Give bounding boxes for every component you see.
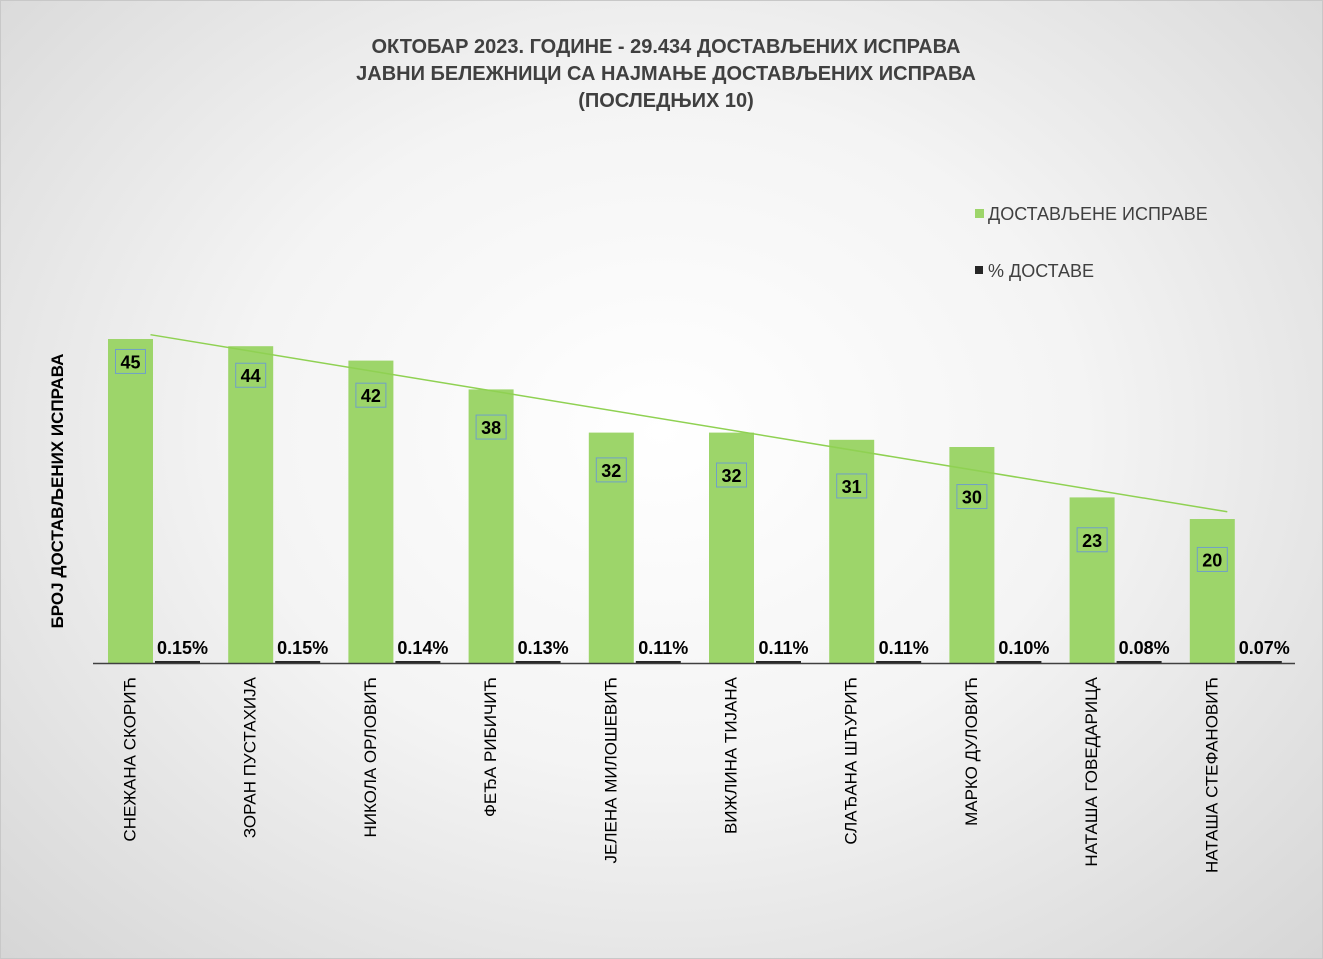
percent-bar (635, 661, 681, 663)
percent-label: 0.08% (1119, 638, 1170, 658)
bar-value-label: 30 (962, 488, 982, 508)
legend-swatch-delivered (975, 209, 984, 218)
bar-value-label-box (956, 484, 988, 510)
trendline (150, 333, 1228, 513)
bar (1189, 519, 1235, 663)
chart-title-line-2: ЈАВНИ БЕЛЕЖНИЦИ СА НАЈМАЊЕ ДОСТАВЉЕНИХ И… (356, 63, 976, 85)
legend-label-percent: % ДОСТАВЕ (988, 261, 1094, 281)
legend-swatch-percent (975, 266, 983, 274)
bar (949, 447, 995, 663)
bar-value-label: 45 (120, 352, 140, 372)
percent-bar (1116, 661, 1162, 663)
bar-value-label: 32 (721, 466, 741, 486)
plot-area: 45 0.15% СНЕЖАНА СКОРИЋ 44 0.15% ЗОРАН ПУСТАХ… (93, 333, 1295, 873)
percent-bar (395, 661, 441, 663)
x-tick-label: НИКОЛА ОРЛОВИЋ (361, 677, 380, 838)
percent-label: 0.15% (157, 638, 208, 658)
x-tick-label: ВИЖЛИНА ТИЈАНА (722, 676, 741, 834)
bar-value-label: 38 (481, 418, 501, 438)
bar-value-label-box (1076, 527, 1108, 553)
percent-bar (275, 661, 321, 663)
percent-label: 0.13% (518, 638, 569, 658)
bar-value-label-box (595, 457, 627, 483)
percent-bar (155, 661, 200, 663)
percent-label: 0.14% (397, 638, 448, 658)
x-tick-label: СНЕЖАНА СКОРИЋ (121, 677, 140, 842)
percent-label: 0.10% (998, 638, 1049, 658)
bar-value-label: 32 (601, 461, 621, 481)
bar-value-label: 31 (842, 477, 862, 497)
percent-label: 0.15% (277, 638, 328, 658)
bar-value-label-box (235, 362, 267, 388)
chart-title-line-3: (ПОСЛЕДЊИХ 10) (578, 90, 754, 112)
x-tick-label: ЈЕЛЕНА МИЛОШЕВИЋ (601, 677, 620, 863)
bar-value-label-box (836, 473, 868, 499)
bar (228, 346, 274, 663)
bar (108, 339, 153, 663)
percent-label: 0.11% (638, 638, 688, 658)
bar (348, 360, 394, 663)
x-tick-label: ФЕЂА РИБИЧИЋ (481, 677, 500, 817)
x-tick-label: СЛАЂАНА ШЋУРИЋ (842, 677, 861, 845)
percent-bar (1236, 661, 1282, 663)
percent-bar (876, 661, 922, 663)
bar-value-label: 42 (361, 386, 381, 406)
bar-value-label: 20 (1202, 550, 1222, 570)
percent-label: 0.11% (758, 638, 808, 658)
percent-bar (996, 661, 1042, 663)
bar-value-label-box (355, 382, 387, 408)
bar-value-label-box (716, 462, 747, 488)
bar (1069, 497, 1115, 663)
chart-title-line-1: ОКТОБАР 2023. ГОДИНЕ - 29.434 ДОСТАВЉЕНИ… (371, 36, 960, 58)
bar-value-label-box (115, 348, 146, 374)
bar-value-label-box (475, 414, 507, 440)
x-tick-label: ЗОРАН ПУСТАХИЈА (241, 676, 260, 838)
y-axis-label: БРОЈ ДОСТАВЉЕНИХ ИСПРАВА (48, 354, 67, 629)
percent-label: 0.11% (879, 638, 929, 658)
bar-value-label: 23 (1082, 531, 1102, 551)
x-tick-label: НАТАША ГОВЕДАРИЦА (1082, 676, 1101, 866)
bar (829, 439, 875, 663)
x-tick-label: НАТАША СТЕФАНОВИЋ (1202, 677, 1221, 873)
percent-bar (515, 661, 561, 663)
percent-label: 0.07% (1239, 638, 1290, 658)
x-tick-label: МАРКО ДУЛОВИЋ (962, 677, 981, 826)
legend-label-delivered: ДОСТАВЉЕНЕ ИСПРАВЕ (988, 204, 1208, 224)
bar-value-label: 44 (241, 366, 261, 386)
percent-bar (756, 661, 801, 663)
bar-value-label-box (1196, 546, 1228, 572)
